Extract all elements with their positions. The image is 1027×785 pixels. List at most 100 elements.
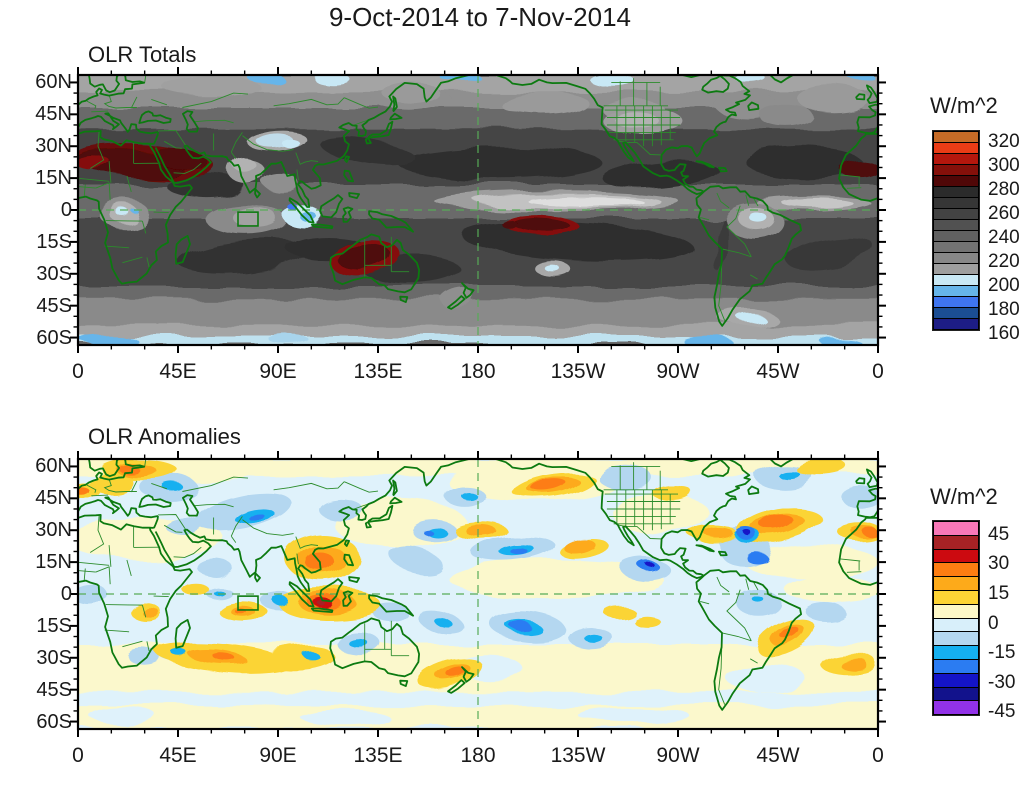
colorbar-segment — [933, 645, 979, 660]
coastline — [154, 459, 470, 592]
lat-tick-label: 60N — [35, 71, 72, 93]
colorbar-segment — [933, 318, 979, 330]
country-border — [193, 119, 234, 124]
coastline — [329, 617, 420, 678]
country-border — [163, 140, 183, 149]
colorbar-tick-label: 15 — [988, 583, 1010, 604]
coastline — [319, 194, 344, 219]
lon-tick-label: 135W — [550, 360, 606, 383]
colorbar-segment — [933, 631, 979, 647]
coastline — [78, 112, 159, 135]
colorbar-tick-label: 160 — [988, 323, 1020, 344]
country-border — [273, 97, 345, 107]
country-border — [108, 182, 111, 201]
country-border — [104, 629, 130, 633]
country-border — [126, 175, 132, 193]
colorbar-segment — [933, 521, 979, 536]
lat-tick-label: 0 — [60, 583, 72, 605]
lon-tick-label: 0 — [872, 744, 884, 767]
lon-tick-label: 0 — [72, 744, 84, 767]
country-border — [130, 96, 138, 109]
coastline — [174, 619, 191, 649]
coastline — [329, 233, 420, 294]
coastline — [392, 95, 398, 112]
colorbar-segment — [933, 672, 979, 688]
coastline — [399, 679, 409, 687]
lat-tick-label: 15S — [36, 615, 72, 637]
colorbar-units-anomalies: W/m^2 — [930, 484, 998, 509]
country-border — [700, 216, 710, 221]
country-border — [141, 604, 147, 618]
lon-tick-label: 90W — [656, 744, 700, 767]
country-border — [753, 581, 759, 591]
country-border — [295, 152, 319, 165]
lon-tick-label: 180 — [460, 744, 496, 767]
colorbar-tick-label: -30 — [988, 671, 1016, 693]
lon-tick-label: 135E — [353, 744, 403, 767]
coastline — [78, 514, 159, 531]
coastline — [344, 155, 350, 163]
country-border — [157, 130, 187, 147]
lon-tick-label: 45W — [756, 744, 800, 767]
colorbar-tick-label: 240 — [988, 227, 1020, 248]
index-region-box — [237, 595, 259, 611]
lon-tick-label: 135W — [550, 744, 606, 767]
colorbar-tick-label: -15 — [988, 642, 1016, 664]
anomalies-map-svg — [70, 451, 886, 737]
country-border — [718, 644, 726, 705]
country-border — [354, 119, 369, 126]
coastline — [838, 517, 878, 586]
coastline — [856, 487, 878, 519]
country-border — [296, 169, 299, 181]
country-border — [745, 578, 750, 590]
country-border — [840, 558, 861, 562]
coastline — [660, 459, 751, 577]
country-border — [753, 197, 759, 207]
country-border — [151, 482, 168, 490]
coastline — [343, 553, 354, 567]
country-border — [141, 220, 147, 234]
country-border — [83, 184, 86, 197]
colorbar-units-totals: W/m^2 — [930, 93, 998, 118]
country-border — [230, 132, 243, 153]
coastline — [319, 578, 344, 603]
coastline — [88, 459, 120, 478]
coastline — [182, 494, 199, 517]
coastline — [310, 223, 334, 229]
lon-tick-label: 0 — [72, 360, 84, 383]
lat-tick-label: 15N — [35, 167, 72, 189]
country-border — [296, 553, 299, 565]
coastline — [367, 120, 394, 139]
country-border — [230, 516, 243, 537]
country-border — [95, 566, 110, 573]
colorbar-segment — [933, 548, 979, 564]
coastline — [254, 188, 261, 199]
coastline — [154, 75, 470, 208]
lat-tick-label: 30S — [36, 647, 72, 669]
lon-tick-label: 90E — [259, 360, 297, 383]
coastline — [310, 607, 334, 613]
coastline — [78, 459, 146, 490]
colorbar-tick-label: 280 — [988, 179, 1020, 200]
country-border — [700, 600, 710, 605]
colorbar-segment — [933, 686, 979, 702]
country-border — [153, 595, 169, 598]
lon-tick-label: 45E — [159, 744, 197, 767]
coastline — [495, 75, 705, 195]
coastline — [447, 295, 466, 310]
coastline — [88, 75, 120, 94]
lat-tick-label: 15N — [35, 551, 72, 573]
coastline — [342, 206, 354, 223]
country-border — [157, 514, 187, 531]
coastline — [769, 459, 794, 468]
country-border — [721, 248, 752, 258]
coastline — [747, 485, 760, 495]
coastline — [695, 160, 715, 169]
panel-title-anomalies: OLR Anomalies — [88, 424, 241, 449]
country-border — [126, 559, 132, 577]
colorbar-segment — [933, 603, 979, 619]
coastline — [344, 539, 350, 547]
coastline — [368, 210, 414, 233]
country-border — [122, 640, 143, 648]
coastline — [695, 569, 802, 711]
